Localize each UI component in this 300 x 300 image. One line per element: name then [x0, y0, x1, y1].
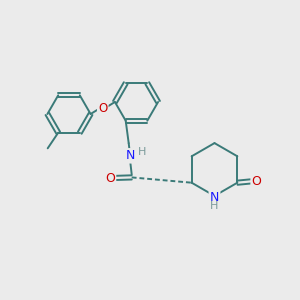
Text: O: O: [252, 175, 262, 188]
Text: N: N: [125, 149, 135, 162]
Text: H: H: [210, 201, 218, 211]
Text: O: O: [98, 101, 107, 115]
Text: N: N: [210, 191, 219, 204]
Text: O: O: [105, 172, 115, 184]
Text: H: H: [137, 147, 146, 157]
